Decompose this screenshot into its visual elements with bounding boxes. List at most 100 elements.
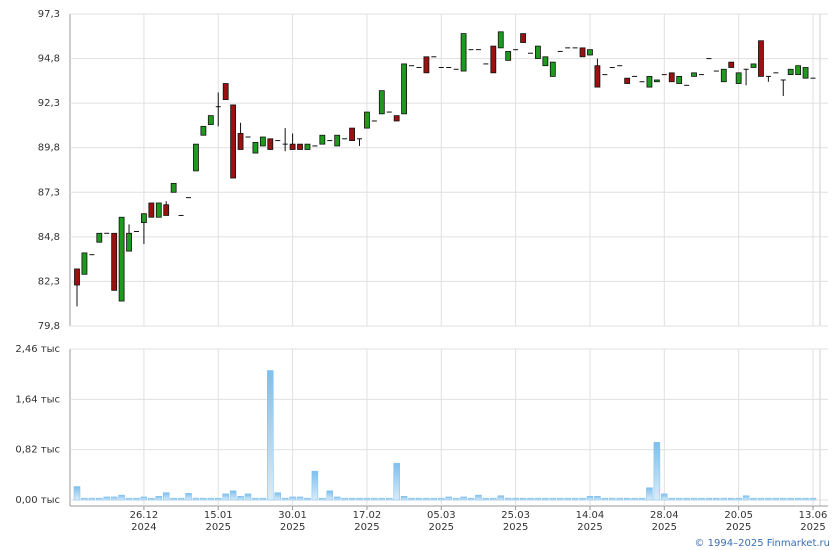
x-tick-label: 26.12 2024: [130, 510, 159, 533]
candle-body: [728, 61, 735, 68]
volume-bar: [423, 497, 430, 501]
y-tick-label: 2,46 тыс: [15, 344, 60, 355]
volume-bar: [296, 496, 304, 501]
volume-bar: [363, 497, 371, 501]
candle-body: [148, 202, 155, 218]
volume-bar: [586, 496, 594, 501]
x-tick-label: 30.01 2025: [278, 510, 307, 533]
volume-bar: [326, 490, 334, 501]
volume-bar: [408, 497, 415, 501]
volume-bar: [96, 497, 103, 501]
volume-bar: [609, 497, 616, 501]
volume-bar: [244, 493, 252, 501]
volume-bar: [252, 497, 259, 501]
y-tick-label: 97,3: [38, 9, 60, 20]
candle-body: [126, 232, 132, 252]
x-tick-label: 13.06 2025: [799, 510, 828, 533]
volume-bar: [727, 497, 735, 501]
volume-bar: [378, 497, 386, 501]
volume-bar: [675, 497, 683, 501]
y-tick-label: 0,82 тыс: [15, 445, 60, 456]
candle-body: [653, 79, 660, 83]
candle-body: [795, 65, 802, 76]
volume-bar: [88, 497, 96, 501]
volume-bar: [110, 496, 118, 501]
candle-body: [490, 45, 497, 74]
footer: © 1994–2025 Finmarket.ru: [694, 538, 830, 549]
candle-body: [349, 127, 355, 141]
volume-bar: [125, 497, 133, 501]
volume-bar: [802, 497, 809, 501]
candle-body: [460, 33, 467, 72]
volume-bar: [780, 497, 787, 501]
candle-body: [297, 143, 303, 150]
volume-bar: [794, 497, 802, 501]
volume-bar: [616, 497, 623, 501]
y-tick-label: 1,64 тыс: [15, 394, 60, 405]
candle-body: [497, 31, 504, 49]
candle-body: [193, 143, 199, 172]
candle-body: [505, 51, 512, 61]
volume-bar: [445, 496, 452, 501]
volume-bar: [460, 496, 467, 501]
candle-body: [364, 111, 370, 129]
volume-bar: [170, 497, 177, 501]
volume-bar: [742, 495, 750, 501]
volume-bar: [400, 496, 408, 501]
x-tick-label: 17.02 2025: [353, 510, 382, 533]
volume-bar: [311, 470, 319, 501]
candle-body: [758, 40, 764, 77]
volume-bar: [333, 496, 341, 501]
y-tick-label: 84,8: [38, 232, 60, 243]
volume-bar: [81, 497, 88, 501]
candle-body: [720, 68, 727, 83]
volume-bar: [475, 494, 482, 501]
candle-body: [750, 63, 757, 68]
candle-body: [520, 33, 526, 43]
candle-body: [267, 138, 274, 150]
candle-body: [319, 134, 326, 145]
candle-body: [334, 134, 341, 147]
candle-body: [289, 143, 296, 150]
candle-body: [230, 104, 237, 179]
volume-bar: [118, 494, 125, 501]
volume-bar: [757, 497, 765, 501]
volume-bar: [571, 497, 579, 501]
volume-bar: [497, 495, 505, 501]
volume-bar: [430, 497, 438, 501]
volume-bar: [140, 496, 148, 501]
candle-body: [163, 204, 170, 216]
volume-bar: [222, 493, 229, 501]
volume-bar: [207, 497, 215, 501]
candle-body: [676, 76, 683, 84]
volume-bar: [385, 497, 393, 501]
candle-body: [81, 252, 88, 275]
volume-bar: [148, 497, 155, 501]
candle-body: [170, 182, 177, 193]
volume-bar: [809, 497, 817, 501]
volume-bar: [215, 497, 222, 501]
candle-body: [252, 141, 259, 154]
volume-bar: [319, 497, 326, 501]
candle-body: [111, 232, 118, 291]
x-tick-label: 15.01 2025: [204, 510, 233, 533]
y-tick-label: 92,3: [38, 98, 60, 109]
volume-bar: [720, 497, 728, 501]
volume-bar: [579, 497, 586, 501]
candle-body: [535, 45, 541, 59]
volume-bar: [237, 496, 244, 501]
volume-bar: [133, 497, 140, 501]
volume-bar: [341, 497, 348, 501]
volume-bar: [631, 497, 638, 501]
candle-body: [787, 68, 794, 76]
volume-bar: [73, 486, 81, 501]
candle-body: [155, 202, 162, 218]
x-tick-label: 14.04 2025: [576, 510, 605, 533]
volume-bar: [623, 497, 631, 501]
volume-bar: [155, 496, 163, 501]
volume-bar: [504, 497, 512, 501]
volume-bar: [200, 497, 207, 501]
candle-body: [624, 77, 631, 84]
candle-body: [74, 268, 80, 286]
